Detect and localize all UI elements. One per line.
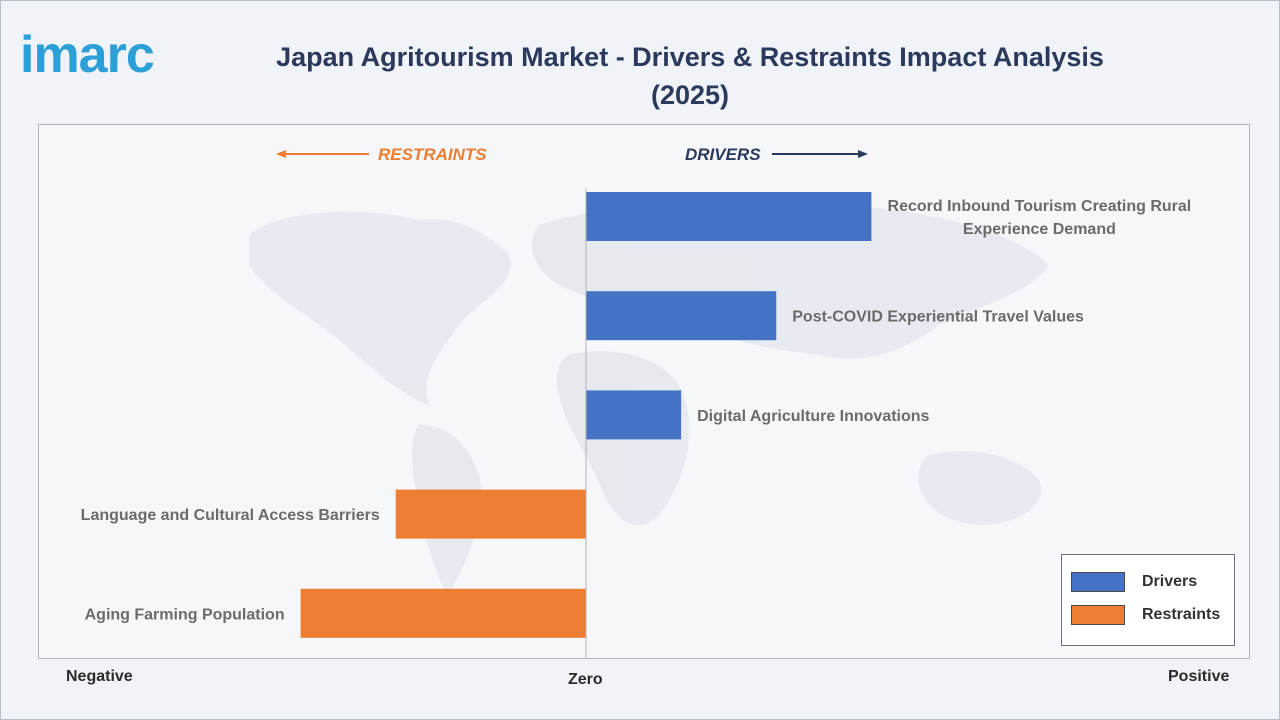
- restraints-direction: RESTRAINTS: [276, 145, 487, 164]
- axis-zero-label: Zero: [568, 671, 603, 688]
- legend-label-drivers: Drivers: [1142, 573, 1198, 590]
- restraints-direction-label: RESTRAINTS: [378, 145, 487, 164]
- bars-group: [300, 192, 872, 638]
- drivers-direction-label: DRIVERS: [685, 145, 761, 164]
- bar-label-3: Digital Agriculture Innovations: [697, 408, 929, 425]
- bar-label-4: Language and Cultural Access Barriers: [81, 507, 380, 524]
- bar-restraint-5: [300, 588, 586, 638]
- drivers-direction: DRIVERS: [685, 145, 868, 164]
- chart-area: Record Inbound Tourism Creating Rural Exp…: [38, 124, 1250, 659]
- chart-svg: Record Inbound Tourism Creating Rural Exp…: [81, 145, 1192, 658]
- legend-item-restraints: Restraints: [1071, 604, 1220, 626]
- bar-driver-3: [586, 390, 682, 440]
- chart-legend: Drivers Restraints: [1061, 554, 1235, 646]
- imarc-logo: imarc: [20, 14, 210, 84]
- axis-positive-label: Positive: [1168, 668, 1230, 685]
- bar-restraint-4: [395, 489, 586, 539]
- bar-label-2: Post-COVID Experiential Travel Values: [792, 309, 1084, 326]
- bar-driver-1: [586, 192, 872, 241]
- bar-label-1: Record Inbound Tourism Creating Rural Exp…: [888, 198, 1192, 238]
- legend-swatch-restraints: [1071, 605, 1125, 625]
- svg-text:imarc: imarc: [20, 26, 154, 84]
- legend-item-drivers: Drivers: [1071, 571, 1197, 593]
- axis-negative-label: Negative: [66, 668, 133, 685]
- chart-title: Japan Agritourism Market - Drivers & Res…: [276, 42, 1104, 110]
- bar-driver-2: [586, 291, 777, 341]
- labels-group: Record Inbound Tourism Creating Rural Exp…: [81, 198, 1192, 623]
- imarc-logo-mark: imarc: [20, 26, 155, 84]
- bar-label-5: Aging Farming Population: [85, 606, 285, 623]
- legend-label-restraints: Restraints: [1142, 606, 1221, 623]
- legend-swatch-drivers: [1071, 572, 1125, 592]
